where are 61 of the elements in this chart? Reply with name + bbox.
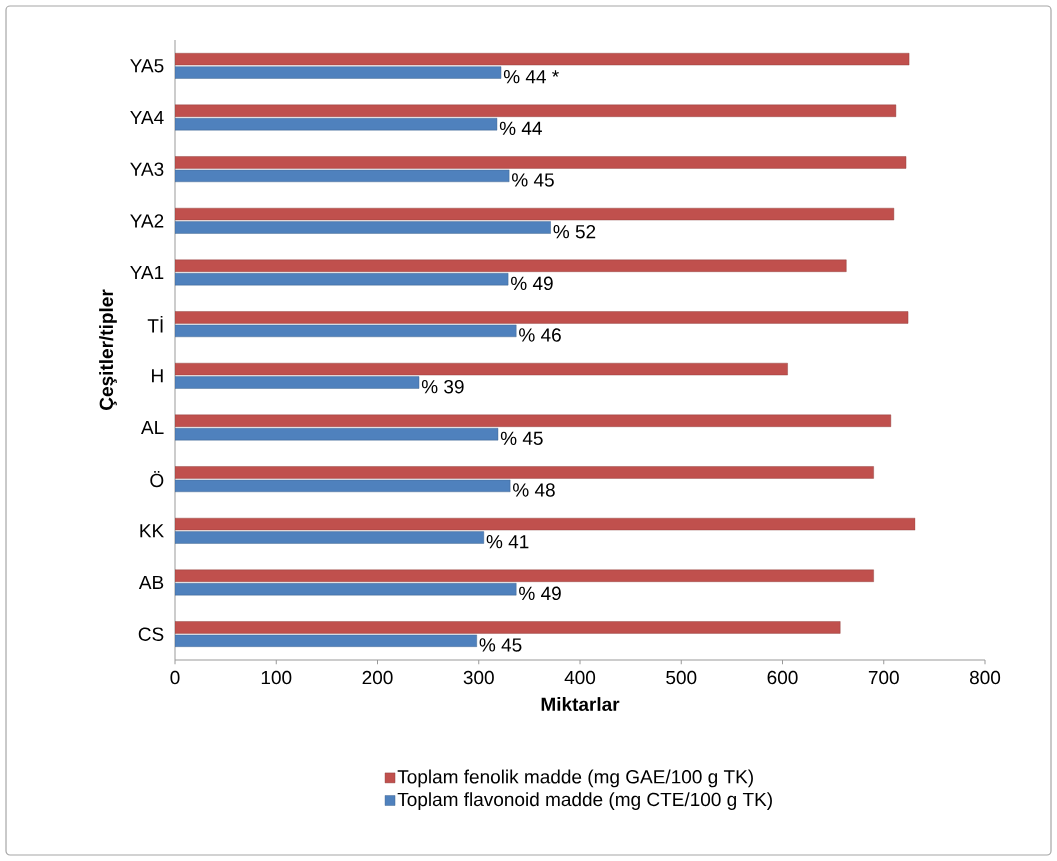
bar xyxy=(175,376,420,389)
annotation: % 45 xyxy=(512,173,554,187)
annotation: % 44 * xyxy=(503,70,559,84)
y-tick-label: AB xyxy=(138,575,164,590)
bar xyxy=(175,583,517,596)
y-tick-label: YA3 xyxy=(130,162,164,176)
annotation: % 52 xyxy=(553,224,596,239)
bar xyxy=(175,479,511,493)
x-tick-label: 300 xyxy=(463,670,494,685)
annotation: % 49 xyxy=(510,276,553,291)
y-tick-label: Tİ xyxy=(147,315,163,333)
x-axis-title: Miktarlar xyxy=(541,697,620,712)
y-tick-label: CS xyxy=(138,627,164,641)
annotation: % 45 xyxy=(500,431,543,446)
bar xyxy=(175,634,477,648)
annotation: % 46 xyxy=(519,328,561,342)
bar xyxy=(175,156,907,169)
y-tick-label: H xyxy=(152,369,163,383)
annotation: % 41 xyxy=(486,535,529,549)
y-tick-label: AL xyxy=(141,420,164,435)
x-tick-label: 200 xyxy=(362,670,393,685)
y-tick-label: YA5 xyxy=(130,59,164,73)
bar xyxy=(175,52,910,66)
bar xyxy=(175,259,847,272)
y-tick-label: YA1 xyxy=(130,265,164,280)
y-axis-title: Çeşitler/tipler xyxy=(99,289,117,410)
bar xyxy=(175,324,517,338)
annotation: % 49 xyxy=(519,586,561,601)
bar xyxy=(175,104,897,117)
annotation: % 44 xyxy=(499,121,542,135)
bar xyxy=(175,569,874,582)
legend-label: Toplam flavonoid madde (mg CTE/100 g TK) xyxy=(397,792,772,810)
bar xyxy=(175,531,485,544)
y-tick-label: YA4 xyxy=(130,110,164,125)
annotation: % 39 xyxy=(421,379,464,394)
bar xyxy=(175,466,874,479)
legend-label: Toplam fenolik madde (mg GAE/100 g TK) xyxy=(397,769,753,788)
annotation: % 45 xyxy=(479,638,522,652)
x-tick-label: 700 xyxy=(868,670,899,685)
y-tick-label: KK xyxy=(140,524,164,538)
x-tick-label: 800 xyxy=(969,670,1001,685)
x-tick-label: 600 xyxy=(767,670,798,685)
bar xyxy=(175,414,892,427)
bar xyxy=(175,221,551,234)
y-tick-label: Ö xyxy=(150,471,164,488)
bar xyxy=(175,66,502,79)
bar xyxy=(175,517,916,531)
x-tick-label: 100 xyxy=(261,670,292,685)
bar xyxy=(175,621,841,634)
x-tick-label: 500 xyxy=(666,670,697,685)
bar xyxy=(175,118,498,131)
x-tick-label: 400 xyxy=(564,670,596,685)
y-tick-label: YA2 xyxy=(130,214,164,228)
bar xyxy=(175,362,788,376)
annotation: % 48 xyxy=(513,483,555,497)
bar xyxy=(175,273,509,286)
bar xyxy=(175,169,510,183)
bar xyxy=(175,207,895,221)
bar xyxy=(175,428,499,441)
x-tick-label: 0 xyxy=(170,670,180,685)
bar xyxy=(175,311,909,324)
